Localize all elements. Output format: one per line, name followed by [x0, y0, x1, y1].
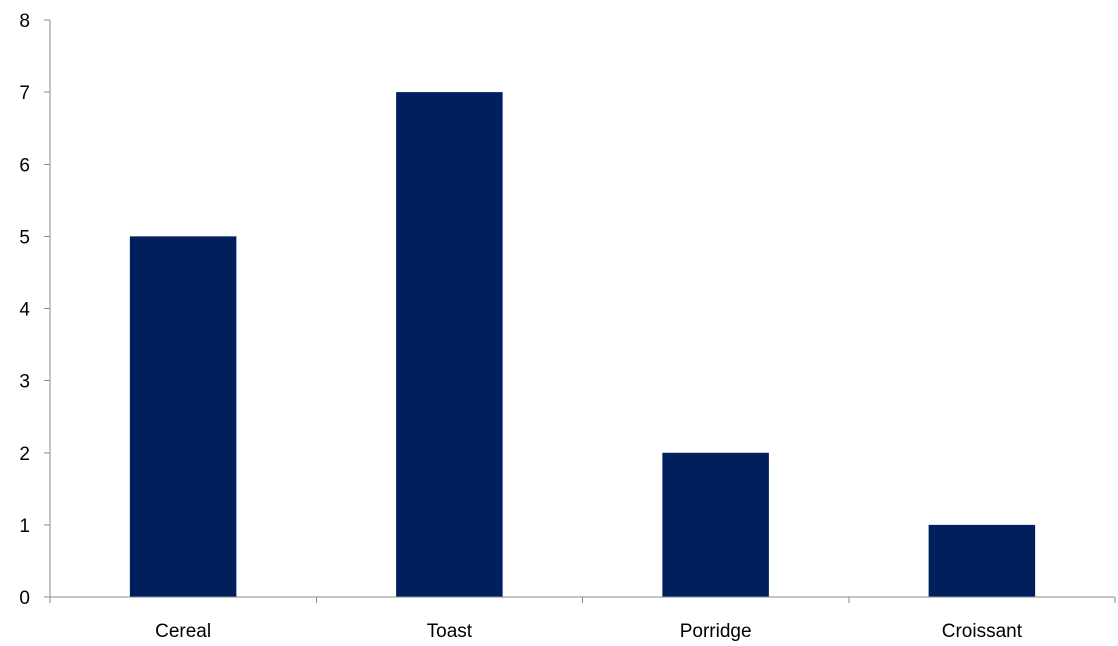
x-ticks-group: Cereal Toast Porridge Croissant [49, 597, 1116, 642]
bar-porridge [662, 452, 769, 597]
bar-toast [396, 92, 503, 597]
y-tick-label: 1 [19, 516, 30, 537]
y-tick-label: 7 [19, 83, 30, 104]
bar-croissant [928, 524, 1036, 597]
y-tick-label: 0 [19, 588, 30, 609]
x-tick-label: Cereal [155, 621, 211, 642]
x-tick-label: Croissant [942, 621, 1023, 642]
bar-cereal [129, 236, 237, 597]
y-tick-label: 6 [19, 155, 30, 176]
y-ticks-group: 0 1 2 3 4 5 6 7 8 [19, 11, 50, 609]
bars-group [129, 92, 1036, 597]
y-tick-label: 2 [19, 444, 30, 465]
x-tick-label: Toast [427, 621, 473, 642]
y-tick-label: 5 [19, 227, 30, 248]
y-tick-label: 3 [19, 372, 30, 393]
x-tick-label: Porridge [680, 621, 752, 642]
y-tick-label: 4 [19, 300, 30, 321]
y-tick-label: 8 [19, 11, 30, 32]
